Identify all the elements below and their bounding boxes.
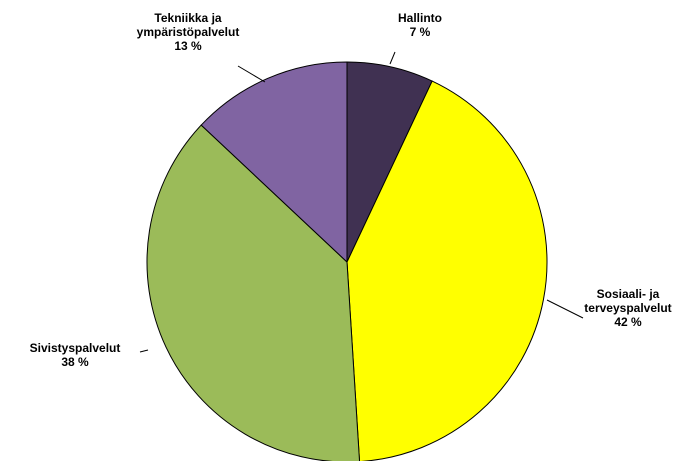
pie-slice: [346, 80, 548, 461]
pie-slice: [200, 61, 348, 264]
category-label: Hallinto: [398, 11, 442, 25]
value-label: 42 %: [614, 315, 642, 329]
category-label: Sivistyspalvelut: [30, 341, 121, 355]
category-label: Sosiaali- ja terveyspalvelut: [584, 287, 671, 315]
leader-line: [389, 51, 396, 65]
category-label: Tekniikka ja ympäristöpalvelut: [137, 11, 240, 39]
leader-line: [546, 299, 584, 319]
pie-slice: [146, 124, 361, 461]
value-label: 7 %: [410, 25, 431, 39]
value-label: 38 %: [61, 355, 89, 369]
leader-line: [139, 349, 149, 353]
value-label: 13 %: [174, 39, 202, 53]
leader-line: [237, 65, 266, 83]
